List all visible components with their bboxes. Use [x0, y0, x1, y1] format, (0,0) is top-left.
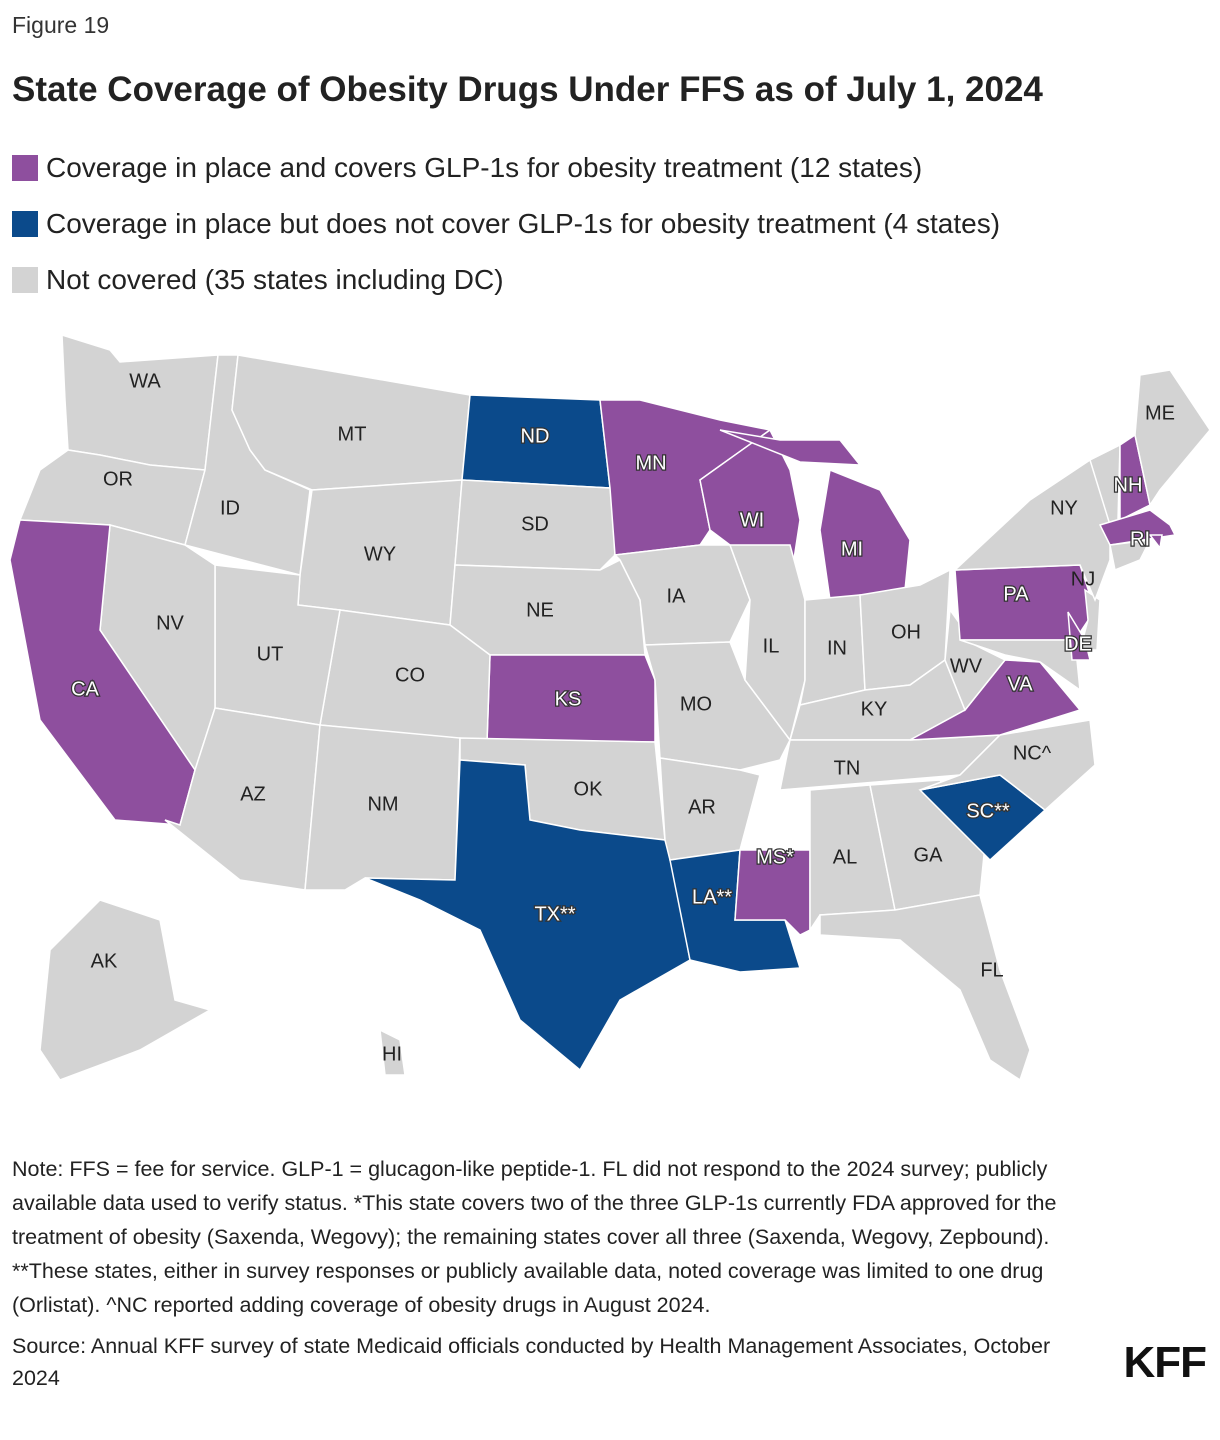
state-label: OK [574, 778, 604, 800]
state-label: NE [526, 599, 554, 621]
state [61, 333, 219, 471]
state-label: NY [1050, 497, 1078, 519]
state-label: PA [1003, 583, 1029, 605]
state-label: ID [220, 497, 240, 519]
state-label: SD [521, 513, 549, 535]
state-label: RI [1130, 528, 1150, 550]
state-label: WA [129, 370, 161, 392]
figure-label: Figure 19 [12, 12, 110, 38]
note: Note: FFS = fee for service. GLP-1 = glu… [12, 1157, 1057, 1317]
state [1134, 369, 1211, 507]
legend-label: Coverage in place and covers GLP-1s for … [46, 152, 923, 183]
state-label: IA [667, 585, 687, 607]
state-label: AK [91, 950, 118, 972]
state [1079, 588, 1101, 651]
state-label: LA** [692, 886, 732, 908]
state [644, 641, 791, 771]
state [728, 544, 806, 742]
legend-item: Coverage in place and covers GLP-1s for … [12, 140, 1000, 196]
state-label: OH [891, 621, 921, 643]
state-label: DE [1064, 633, 1092, 655]
state-label: WI [740, 509, 764, 531]
state-label: CA [71, 678, 99, 700]
state [379, 1028, 406, 1076]
state-label: TX** [534, 903, 575, 925]
title: State Coverage of Obesity Drugs Under FF… [12, 70, 1043, 109]
state-label: NM [367, 793, 398, 815]
state-label: SC** [966, 800, 1010, 822]
legend-swatch [12, 211, 38, 237]
legend-item: Not covered (35 states including DC) [12, 252, 1000, 308]
source: Source: Annual KFF survey of state Medic… [12, 1334, 1051, 1390]
state [39, 899, 212, 1081]
state-label: VA [1007, 673, 1033, 695]
state-label: IN [827, 637, 847, 659]
state-label: NC^ [1013, 742, 1052, 764]
state-label: FL [980, 959, 1003, 981]
state-label: MN [635, 452, 666, 474]
state-label: WY [364, 543, 396, 565]
state-label: MO [680, 693, 712, 715]
state [819, 894, 1031, 1082]
state-label: ME [1145, 402, 1175, 424]
state-label: IL [763, 635, 780, 657]
state-label: AR [688, 796, 716, 818]
state-label: NV [156, 612, 184, 634]
state-label: GA [914, 844, 944, 866]
legend-swatch [12, 267, 38, 293]
state [919, 719, 1096, 811]
state-label: MT [338, 423, 367, 445]
state-label: NH [1114, 474, 1143, 496]
state-label: MS* [756, 846, 794, 868]
state-label: TN [834, 757, 861, 779]
legend-item: Coverage in place but does not cover GLP… [12, 196, 1000, 252]
state [364, 759, 691, 1072]
legend-swatch [12, 155, 38, 181]
map: WA OR ID MT WY ND SD NE KS CO UT NV CA AZ NM OK TX** MN IA… [9, 333, 1211, 1082]
legend: Coverage in place and covers GLP-1s for … [12, 140, 1000, 308]
state [1109, 539, 1152, 572]
legend-label: Not covered (35 states including DC) [46, 264, 504, 295]
state-label: AZ [240, 783, 266, 805]
state [1148, 534, 1163, 550]
state [959, 639, 1081, 692]
state-label: KY [861, 698, 888, 720]
logo: KFF [1123, 1338, 1207, 1387]
state-label: CO [395, 664, 425, 686]
state-label: WV [950, 655, 983, 677]
state-label: NJ [1071, 568, 1095, 590]
state-label: HI [382, 1043, 402, 1065]
state-label: OR [103, 468, 133, 490]
state-label: ND [521, 425, 550, 447]
state-label: AL [833, 846, 857, 868]
state-label: MI [841, 538, 863, 560]
legend-label: Coverage in place but does not cover GLP… [46, 208, 1001, 239]
state-label: UT [257, 643, 284, 665]
state-label: KS [555, 688, 582, 710]
